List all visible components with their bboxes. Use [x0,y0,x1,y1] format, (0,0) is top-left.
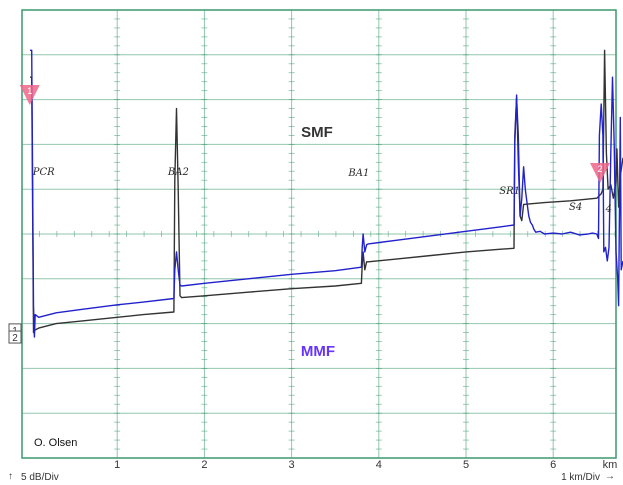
event-label: BA1 [347,168,369,179]
channel-markers: 12 [8,323,22,344]
event-label: 4 [605,204,612,215]
x-tick-labels: 1 2 3 4 5 6 km [114,459,617,471]
event-label: S4 [569,202,582,213]
event-label: SR1 [499,186,520,197]
traces: SMF MMF [30,49,623,360]
x-scale-label: 1 km/Div [561,472,600,483]
cursor-marker-label: 1 [27,86,32,96]
x-tick-label: 4 [376,459,382,471]
up-arrow-icon: ↑ [8,471,13,482]
y-scale-label: 5 dB/Div [21,472,59,483]
trace-label-smf: SMF [301,124,333,141]
cursor-marker-icon [19,85,40,105]
cursor-marker-label: 2 [598,164,603,174]
x-tick-label: 1 [114,459,120,471]
footer: ↑ 5 dB/Div 1 km/Div → [8,471,615,483]
author-credit: O. Olsen [34,437,77,449]
right-arrow-icon: → [605,471,615,482]
channel-box-2 [8,330,22,344]
channel-label-2: 2 [12,333,18,344]
cursor-marker-icon [590,163,611,183]
event-label: PCR [32,167,55,178]
x-tick-label: 3 [289,459,295,471]
x-tick-label: 5 [463,459,469,471]
x-tick-label: 2 [201,459,207,471]
x-tick-label: 6 [550,459,556,471]
event-label: BA2 [167,167,189,178]
trace-label-mmf: MMF [301,343,335,360]
trace-smf [30,49,623,334]
annotations: PCR BA2 BA1 SR1 S4 4 1 2 [19,85,612,215]
x-unit-label: km [603,459,618,471]
trace-mmf [30,49,623,338]
